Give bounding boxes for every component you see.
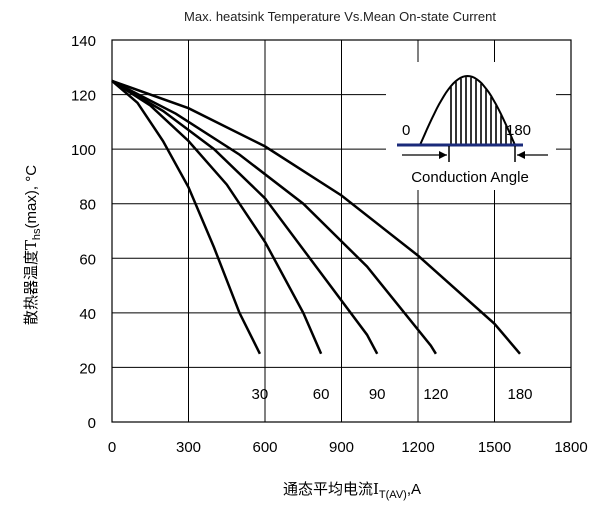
series-line-60 bbox=[111, 79, 323, 355]
y-axis-ticks: 0 20 40 60 80 100 120 140 bbox=[71, 33, 96, 432]
x-axis-label-sub: T(AV) bbox=[379, 489, 407, 501]
x-tick-label-0: 0 bbox=[108, 439, 116, 456]
series-label-120: 120 bbox=[423, 386, 448, 403]
series-line-90 bbox=[111, 79, 379, 355]
x-tick-label-2: 600 bbox=[252, 439, 277, 456]
x-tick-label-3: 900 bbox=[329, 439, 354, 456]
x-axis-label-main: 通态平均电流I bbox=[283, 480, 379, 498]
series-line-180 bbox=[111, 79, 521, 355]
inset-arrow-left-head bbox=[439, 151, 447, 159]
plot-frame bbox=[111, 39, 572, 423]
y-tick-label-5: 100 bbox=[71, 142, 96, 159]
inset-caption: Conduction Angle bbox=[411, 169, 529, 186]
x-axis-ticks: 0 300 600 900 1200 1500 1800 bbox=[108, 439, 588, 456]
y-axis-label-suffix: (max), °C bbox=[23, 165, 40, 229]
inset-label-start: 0 bbox=[402, 122, 410, 139]
x-tick-label-4: 1200 bbox=[401, 439, 434, 456]
y-axis-label-main: 散热器温度T bbox=[22, 240, 40, 325]
y-tick-label-3: 60 bbox=[79, 251, 96, 268]
series-line-120 bbox=[111, 79, 437, 355]
x-axis-label-suffix: ,A bbox=[407, 481, 421, 498]
y-tick-label-1: 20 bbox=[79, 360, 96, 377]
x-tick-label-6: 1800 bbox=[554, 439, 587, 456]
x-tick-label-1: 300 bbox=[176, 439, 201, 456]
y-tick-label-2: 40 bbox=[79, 306, 96, 323]
series-label-180: 180 bbox=[507, 386, 532, 403]
series-lines bbox=[111, 79, 521, 355]
chart-title: Max. heatsink Temperature Vs.Mean On-sta… bbox=[184, 9, 496, 24]
y-axis-label-sub: hs bbox=[31, 228, 43, 240]
series-label-60: 60 bbox=[313, 386, 330, 403]
series-line-30 bbox=[111, 79, 262, 355]
y-tick-label-0: 0 bbox=[88, 415, 96, 432]
y-axis-label: 散热器温度Ths(max), °C bbox=[22, 165, 43, 325]
series-label-30: 30 bbox=[252, 386, 269, 403]
inset-label-end: 180 bbox=[506, 122, 531, 139]
y-tick-label-7: 140 bbox=[71, 33, 96, 50]
inset-hatch bbox=[450, 77, 512, 145]
x-axis-label: 通态平均电流IT(AV),A bbox=[283, 480, 421, 501]
inset-arrow-right-head bbox=[517, 151, 525, 159]
y-tick-label-4: 80 bbox=[79, 197, 96, 214]
series-labels: 30 60 90 120 180 bbox=[252, 386, 533, 403]
inset-waveform bbox=[419, 74, 516, 146]
conduction-angle-inset: 0 180 Conduction Angle bbox=[386, 62, 556, 190]
y-tick-label-6: 120 bbox=[71, 88, 96, 105]
series-label-90: 90 bbox=[369, 386, 386, 403]
x-tick-label-5: 1500 bbox=[478, 439, 511, 456]
